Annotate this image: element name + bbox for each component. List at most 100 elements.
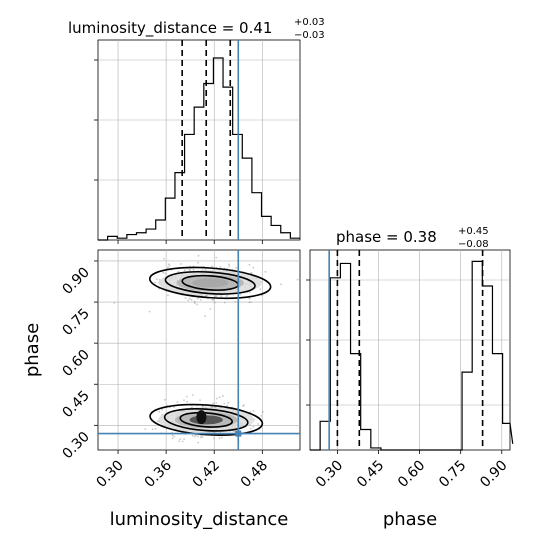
joint-ytick-label: 0.90	[59, 264, 92, 297]
sample-point	[264, 270, 267, 273]
sample-point	[176, 401, 179, 403]
sample-point	[220, 295, 223, 298]
ld-panel-title: luminosity_distance = 0.41	[68, 19, 272, 38]
sample-point	[164, 272, 167, 275]
sample-point	[181, 440, 184, 443]
sample-point	[191, 394, 194, 396]
sample-point	[228, 265, 231, 267]
sample-point	[197, 261, 199, 264]
sample-point	[211, 265, 213, 268]
sample-point	[167, 266, 169, 269]
sample-point	[220, 436, 223, 439]
mode-0-contour-1	[164, 270, 256, 295]
sample-point	[219, 266, 222, 268]
sample-point	[239, 293, 242, 296]
ld-histogram	[94, 40, 300, 244]
sample-point	[212, 402, 215, 405]
sample-point	[192, 268, 195, 271]
sample-point	[250, 301, 252, 303]
sample-point	[167, 294, 169, 297]
joint-density: 0.30 0.36 0.42 0.48 0.30 0.45 0.60 0.75 0.90	[59, 250, 300, 491]
sample-point	[215, 402, 218, 404]
sample-point	[232, 430, 235, 433]
sample-point	[180, 263, 182, 265]
sample-point	[163, 398, 166, 401]
sample-point	[185, 395, 188, 398]
sample-point	[191, 434, 194, 437]
sample-point	[193, 300, 196, 303]
sample-point	[201, 436, 204, 438]
sample-point	[193, 302, 196, 305]
sample-point	[171, 434, 174, 437]
sample-point	[211, 298, 214, 301]
ld-marginal-panel	[97, 39, 301, 241]
phase-xtick-label: 0.75	[436, 458, 469, 491]
mode-1-contour-2	[179, 411, 234, 428]
y-axis-label-phase: phase	[22, 323, 43, 377]
sample-point	[155, 278, 158, 280]
sample-point	[214, 295, 216, 298]
sample-point	[167, 263, 170, 266]
mode-1-contour-0	[149, 403, 264, 436]
joint-xtick-label: 0.30	[94, 458, 127, 491]
sample-point	[144, 428, 147, 430]
sample-point	[199, 299, 202, 301]
sample-point	[280, 283, 282, 286]
sample-point	[249, 291, 251, 294]
sample-point	[199, 399, 201, 401]
joint-ytick-label: 0.30	[59, 429, 92, 462]
phase-title-plus: +0.45	[458, 226, 489, 237]
sample-point	[187, 299, 190, 302]
sample-point	[215, 256, 218, 259]
ld-title-minus: −0.03	[294, 30, 325, 41]
joint-density-panel	[97, 249, 301, 451]
sample-point	[242, 405, 244, 407]
sample-point	[223, 402, 226, 405]
sample-point	[186, 400, 189, 403]
sample-point	[218, 396, 221, 399]
mode-1-contour-1	[163, 408, 249, 432]
ld-hist-steps	[98, 57, 300, 241]
phase-xtick-label: 0.30	[313, 458, 346, 491]
joint-ytick-label: 0.75	[59, 306, 92, 339]
sample-point	[171, 437, 174, 440]
sample-point	[202, 405, 204, 408]
sample-point	[154, 281, 157, 284]
sample-point	[193, 435, 196, 438]
sample-point	[227, 401, 230, 404]
sample-point	[252, 266, 255, 269]
sample-point	[197, 435, 199, 438]
sample-point	[248, 301, 251, 304]
sample-point	[259, 288, 262, 290]
mode-1-peak	[196, 410, 207, 425]
sample-point	[148, 310, 151, 313]
sample-point	[257, 423, 259, 425]
sample-point	[173, 406, 176, 408]
sample-point	[179, 438, 182, 441]
sample-point	[249, 427, 252, 430]
joint-xtick-label: 0.48	[238, 458, 271, 491]
sample-point	[252, 410, 255, 412]
sample-point	[196, 303, 199, 306]
sample-point	[248, 263, 251, 266]
sample-point	[225, 295, 228, 298]
sample-point	[226, 404, 229, 407]
mode-0-contour-0	[148, 266, 272, 300]
phase-panel-title: phase = 0.38	[336, 228, 437, 246]
sample-point	[183, 269, 186, 272]
sample-point	[197, 441, 200, 444]
joint-ytick-label: 0.60	[59, 347, 92, 380]
sample-point	[154, 427, 157, 430]
sample-point	[157, 420, 159, 423]
sample-point	[199, 436, 202, 439]
sample-point	[161, 409, 164, 411]
sample-point	[209, 308, 212, 310]
sample-point	[194, 434, 197, 437]
phase-hist-steps	[310, 260, 514, 451]
ld-title-plus: +0.03	[294, 17, 325, 28]
sample-point	[204, 315, 207, 318]
sample-point	[168, 264, 171, 267]
sample-point	[235, 266, 238, 269]
sample-point	[173, 435, 176, 438]
